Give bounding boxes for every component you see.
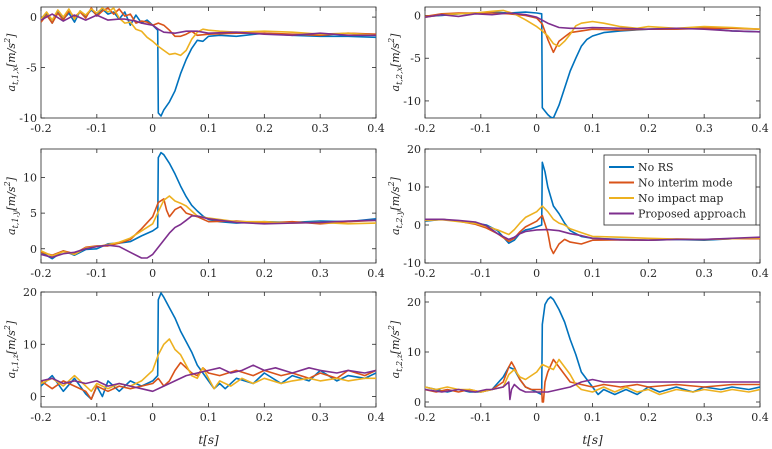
series-proposed-approach bbox=[425, 12, 760, 33]
y-tick-label: 20 bbox=[407, 296, 421, 309]
series-proposed-approach bbox=[425, 218, 760, 241]
x-tick-label: 0.1 bbox=[200, 267, 218, 280]
y-tick-label: -10 bbox=[19, 112, 37, 125]
x-tick-label: 0 bbox=[533, 267, 540, 280]
series-proposed-approach bbox=[425, 378, 760, 401]
x-tick-label: -0.2 bbox=[30, 267, 51, 280]
y-tick-label: 20 bbox=[23, 286, 37, 299]
x-tick-label: 0.1 bbox=[584, 411, 602, 424]
y-tick-label: 0 bbox=[30, 11, 37, 24]
y-tick-label: -10 bbox=[403, 257, 421, 270]
x-tick-label: -0.1 bbox=[86, 411, 107, 424]
x-tick-label: 0.3 bbox=[695, 122, 713, 135]
x-tick-label: 0.3 bbox=[311, 267, 329, 280]
x-tick-label: -0.2 bbox=[30, 122, 51, 135]
x-tick-label: 0.4 bbox=[367, 411, 385, 424]
x-tick-label: 0 bbox=[149, 122, 156, 135]
x-tick-label: 0.1 bbox=[200, 122, 218, 135]
x-tick-label: -0.2 bbox=[30, 411, 51, 424]
y-axis-label: at,1,x[m/s2] bbox=[3, 33, 20, 92]
y-axis-label: at,1,y[m/s2] bbox=[3, 176, 20, 235]
series-no-impact-map bbox=[41, 7, 376, 57]
y-tick-label: 10 bbox=[23, 172, 37, 185]
x-tick-label: 0.4 bbox=[367, 267, 385, 280]
panel-a2y: -0.2 -0.1 0 0.1 0.2 0.3 0.4 -10 0 10 20 at,2,y[m/s2… bbox=[387, 143, 769, 280]
x-tick-label: -0.1 bbox=[470, 267, 491, 280]
y-tick-label: 20 bbox=[407, 143, 421, 156]
series-no-rs bbox=[41, 292, 376, 400]
x-tick-label: 0.3 bbox=[695, 411, 713, 424]
legend-label: No impact map bbox=[638, 192, 723, 205]
x-tick-label: 0.3 bbox=[311, 122, 329, 135]
y-tick-label: 0 bbox=[30, 391, 37, 404]
y-tick-label: 10 bbox=[407, 346, 421, 359]
x-tick-label: -0.2 bbox=[414, 411, 435, 424]
series-no-impact-map bbox=[41, 338, 376, 393]
x-axis-label: t[s] bbox=[582, 433, 603, 447]
legend-label: Proposed approach bbox=[638, 208, 746, 221]
series-no-impact-map bbox=[425, 9, 760, 48]
y-axis-label: at,2,y[m/s2] bbox=[387, 176, 404, 235]
y-tick-label: 0 bbox=[414, 10, 421, 23]
x-tick-label: 0 bbox=[533, 411, 540, 424]
series-proposed-approach bbox=[41, 13, 376, 37]
y-axis-label: at,2,x[m/s2] bbox=[387, 33, 404, 92]
x-tick-label: 0.4 bbox=[367, 122, 385, 135]
axes-box bbox=[40, 6, 377, 119]
axes-box bbox=[424, 6, 761, 119]
x-tick-label: 0.4 bbox=[751, 411, 769, 424]
x-tick-label: 0.2 bbox=[256, 267, 274, 280]
x-tick-label: 0.2 bbox=[640, 122, 658, 135]
series-no-interim-mode bbox=[41, 361, 376, 400]
axes-box bbox=[40, 148, 377, 264]
x-tick-label: 0 bbox=[533, 122, 540, 135]
panel-a1x: -0.2 -0.1 0 0.1 0.2 0.3 0.4 -10 -5 0 at,1,x[m/s2] bbox=[3, 6, 385, 135]
x-tick-label: -0.2 bbox=[414, 267, 435, 280]
legend-label: No RS bbox=[638, 161, 674, 174]
x-tick-label: 0.1 bbox=[200, 411, 218, 424]
series-proposed-approach bbox=[41, 215, 376, 259]
x-tick-label: 0.2 bbox=[256, 411, 274, 424]
legend-label: No interim mode bbox=[638, 177, 733, 190]
x-tick-label: -0.2 bbox=[414, 122, 435, 135]
x-axis-label: t[s] bbox=[198, 433, 219, 447]
series-no-impact-map bbox=[425, 358, 760, 396]
x-tick-label: 0 bbox=[149, 411, 156, 424]
x-tick-label: 0.1 bbox=[584, 267, 602, 280]
axes-box bbox=[40, 291, 377, 408]
x-tick-label: 0.2 bbox=[256, 122, 274, 135]
x-tick-label: 0.1 bbox=[584, 122, 602, 135]
x-tick-label: -0.1 bbox=[86, 122, 107, 135]
y-tick-label: 10 bbox=[23, 338, 37, 351]
y-tick-label: 10 bbox=[407, 181, 421, 194]
legend: No RS No interim mode No impact map Propose… bbox=[603, 154, 757, 226]
x-tick-label: -0.1 bbox=[470, 411, 491, 424]
series-proposed-approach bbox=[41, 364, 376, 393]
y-tick-label: 0 bbox=[414, 219, 421, 232]
y-tick-label: 5 bbox=[30, 207, 37, 220]
y-axis-label: at,2,z[m/s2] bbox=[387, 320, 404, 378]
x-tick-label: 0 bbox=[149, 267, 156, 280]
series-no-rs bbox=[425, 296, 760, 396]
y-tick-label: -5 bbox=[410, 52, 421, 65]
y-axis-label: at,1,z[m/s2] bbox=[3, 320, 20, 378]
panel-a1z: -0.2 -0.1 0 0.1 0.2 0.3 0.4 0 10 20 at,1,z[m/s2] bbox=[3, 286, 385, 424]
x-tick-label: -0.1 bbox=[86, 267, 107, 280]
panel-a2x: -0.2 -0.1 0 0.1 0.2 0.3 0.4 -10 -5 0 at,2,x[m/s2] bbox=[387, 6, 769, 135]
y-tick-label: 0 bbox=[30, 243, 37, 256]
x-tick-label: -0.1 bbox=[470, 122, 491, 135]
x-tick-label: 0.3 bbox=[311, 411, 329, 424]
x-tick-label: 0.4 bbox=[751, 267, 769, 280]
y-tick-label: -5 bbox=[26, 62, 37, 75]
y-tick-label: -10 bbox=[403, 95, 421, 108]
x-tick-label: 0.2 bbox=[640, 411, 658, 424]
x-tick-label: 0.2 bbox=[640, 267, 658, 280]
x-tick-label: 0.3 bbox=[695, 267, 713, 280]
y-tick-label: 0 bbox=[414, 396, 421, 409]
x-tick-label: 0.4 bbox=[751, 122, 769, 135]
